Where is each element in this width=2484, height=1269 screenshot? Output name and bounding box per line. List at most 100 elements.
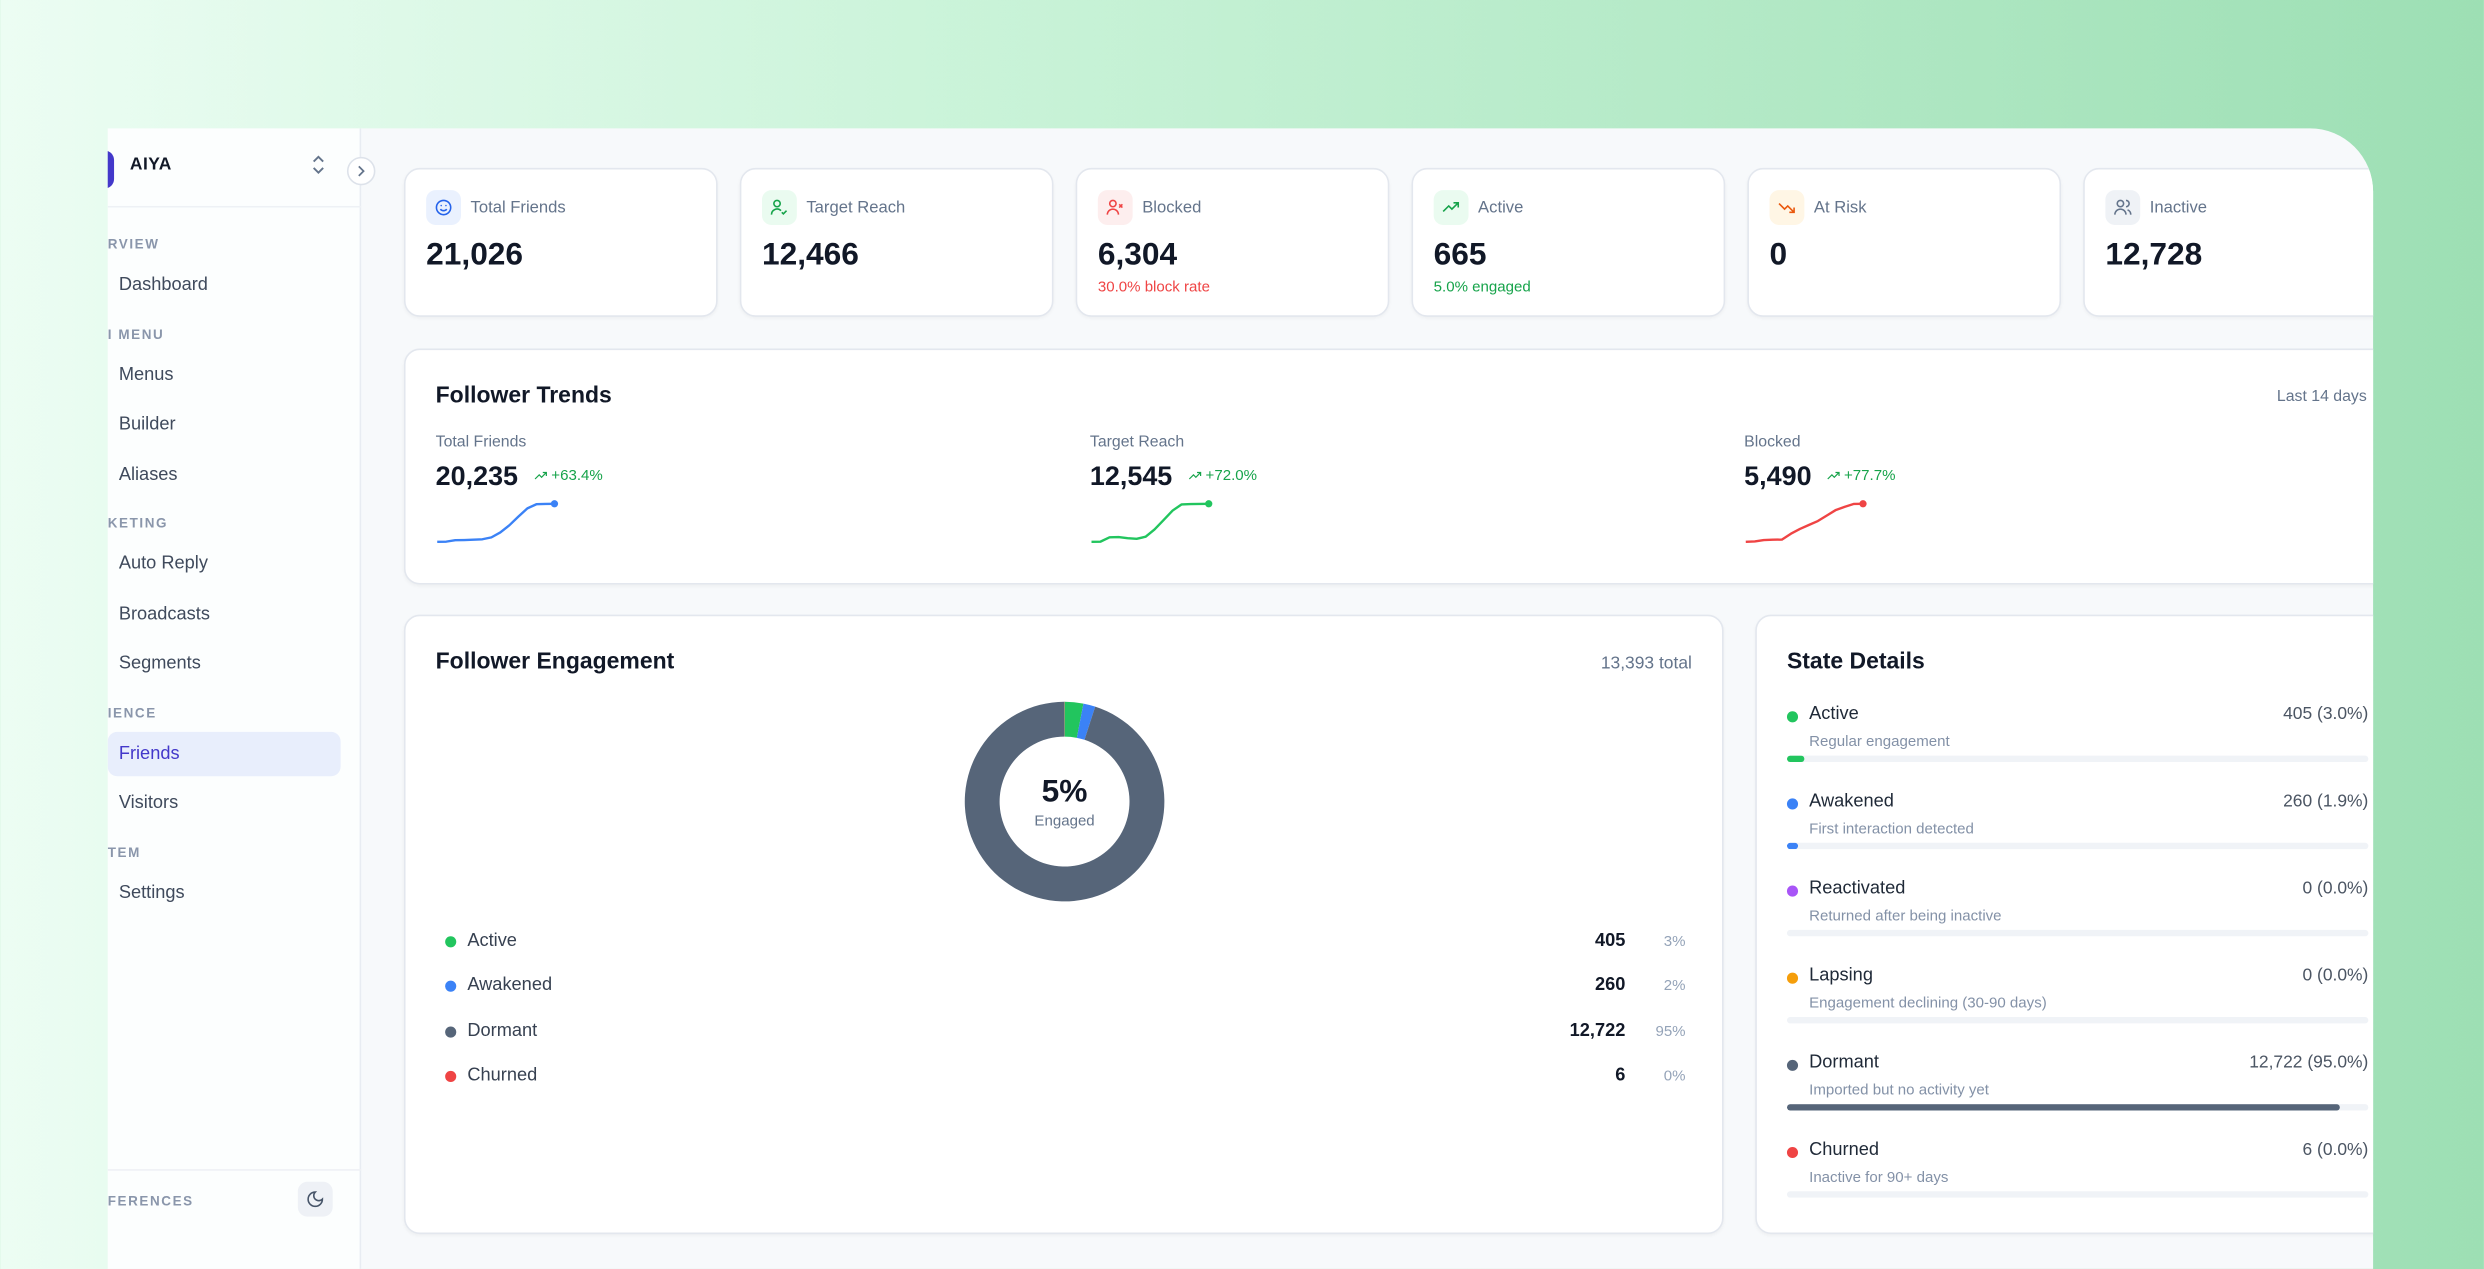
legend-dot	[445, 1026, 456, 1037]
kpi-card[interactable]: Active 665 5.0% engaged	[1412, 168, 1726, 317]
legend-item: Dormant 12,722 95%	[445, 1016, 1685, 1048]
user-x-icon	[1106, 198, 1125, 217]
donut-center-value: 5%	[962, 775, 1168, 811]
kpi-card[interactable]: At Risk 0	[1747, 168, 2061, 317]
kpi-subtext: 30.0% block rate	[1098, 279, 1210, 296]
legend-value: 6	[1615, 1066, 1625, 1085]
divider	[108, 206, 361, 208]
state-progress-bar	[1787, 1191, 2368, 1197]
legend-percent: 3%	[1664, 933, 1686, 950]
sidebar-item-aliases[interactable]: Aliases	[108, 452, 341, 496]
legend-percent: 2%	[1664, 978, 1686, 995]
sidebar-item-broadcasts[interactable]: Broadcasts	[108, 592, 341, 636]
donut-center-label: Engaged	[962, 813, 1168, 830]
state-progress-bar	[1787, 756, 2368, 762]
sparkline	[1090, 497, 1220, 545]
state-dot	[1787, 798, 1798, 809]
state-dot	[1787, 711, 1798, 722]
sidebar-section-label: RVIEW	[108, 236, 160, 252]
legend-label: Churned	[467, 1066, 537, 1085]
sparkline-end-point	[1859, 500, 1866, 507]
state-name: Churned	[1809, 1141, 1879, 1160]
legend-label: Active	[467, 931, 517, 950]
kpi-label: Total Friends	[471, 198, 566, 217]
kpi-value: 665	[1434, 238, 1487, 274]
trend-change-value: +77.7%	[1844, 467, 1895, 484]
panel-title: Follower Engagement	[436, 650, 675, 675]
kpi-card[interactable]: Inactive 12,728	[2083, 168, 2373, 317]
trend-blocked: Blocked 5,490 +77.7%	[1744, 434, 2373, 577]
state-dot	[1787, 1147, 1798, 1158]
state-description: Returned after being inactive	[1809, 908, 2001, 925]
legend-percent: 95%	[1655, 1023, 1685, 1040]
legend-value: 405	[1595, 931, 1625, 950]
panel-title: Follower Trends	[436, 383, 612, 408]
trending-up-icon	[1188, 469, 1202, 483]
sidebar-item-menus[interactable]: Menus	[108, 352, 341, 396]
moon-icon	[306, 1190, 325, 1209]
legend-dot	[445, 936, 456, 947]
date-range: Last 14 days	[2277, 388, 2367, 405]
trending-up-icon	[1827, 469, 1841, 483]
trend-change: +72.0%	[1188, 467, 1257, 484]
state-name: Lapsing	[1809, 966, 1873, 985]
trend-label: Total Friends	[436, 434, 1070, 451]
state-progress-bar	[1787, 843, 2368, 849]
trend-value: 12,545	[1090, 461, 1172, 493]
sidebar-item-visitors[interactable]: Visitors	[108, 781, 341, 825]
chevrons-up-down-icon[interactable]	[310, 155, 326, 174]
collapse-sidebar-button[interactable]	[347, 157, 376, 186]
sidebar-item-friends[interactable]: Friends	[108, 731, 341, 775]
sidebar-item-segments[interactable]: Segments	[108, 642, 341, 686]
state-dot	[1787, 886, 1798, 897]
state-description: Inactive for 90+ days	[1809, 1169, 1948, 1186]
kpi-value: 12,466	[762, 238, 859, 274]
state-name: Active	[1809, 705, 1859, 724]
trend-label: Target Reach	[1090, 434, 1724, 451]
sidebar-item-settings[interactable]: Settings	[108, 871, 341, 915]
kpi-label: Blocked	[1142, 198, 1201, 217]
kpi-label: Inactive	[2150, 198, 2207, 217]
smile-icon	[434, 198, 453, 217]
sparkline-end-point	[1205, 500, 1212, 507]
state-value: 0 (0.0%)	[2302, 879, 2368, 898]
trend-change: +63.4%	[534, 467, 603, 484]
kpi-subtext: 5.0% engaged	[1434, 279, 1531, 296]
legend-label: Awakened	[467, 976, 552, 995]
legend-label: Dormant	[467, 1021, 537, 1040]
trend-value: 5,490	[1744, 461, 1811, 493]
kpi-value: 12,728	[2105, 238, 2202, 274]
kpi-card[interactable]: Total Friends 21,026	[404, 168, 718, 317]
follower-engagement-panel: Follower Engagement 13,393 total 5% Enga…	[404, 615, 1724, 1234]
sidebar-item-auto-reply[interactable]: Auto Reply	[108, 542, 341, 586]
state-progress-bar	[1787, 1104, 2368, 1110]
kpi-card[interactable]: Target Reach 12,466	[740, 168, 1054, 317]
state-progress-bar	[1787, 1017, 2368, 1023]
kpi-label: Target Reach	[806, 198, 905, 217]
state-progress-fill	[1787, 1104, 2339, 1110]
kpi-icon-box	[1770, 190, 1805, 225]
sparkline-line	[1092, 504, 1209, 542]
theme-toggle-button[interactable]	[298, 1182, 333, 1217]
legend-dot	[445, 981, 456, 992]
state-dot	[1787, 973, 1798, 984]
sparkline	[436, 497, 566, 545]
sidebar-item-builder[interactable]: Builder	[108, 402, 341, 446]
state-progress-fill	[1787, 843, 1798, 849]
sidebar-item-dashboard[interactable]: Dashboard	[108, 263, 341, 307]
state-value: 12,722 (95.0%)	[2249, 1053, 2368, 1072]
trend-total-friends: Total Friends 20,235 +63.4%	[436, 434, 1070, 577]
sparkline	[1744, 497, 1874, 545]
legend-value: 12,722	[1570, 1021, 1626, 1040]
kpi-card[interactable]: Blocked 6,304 30.0% block rate	[1076, 168, 1390, 317]
state-name: Reactivated	[1809, 879, 1905, 898]
